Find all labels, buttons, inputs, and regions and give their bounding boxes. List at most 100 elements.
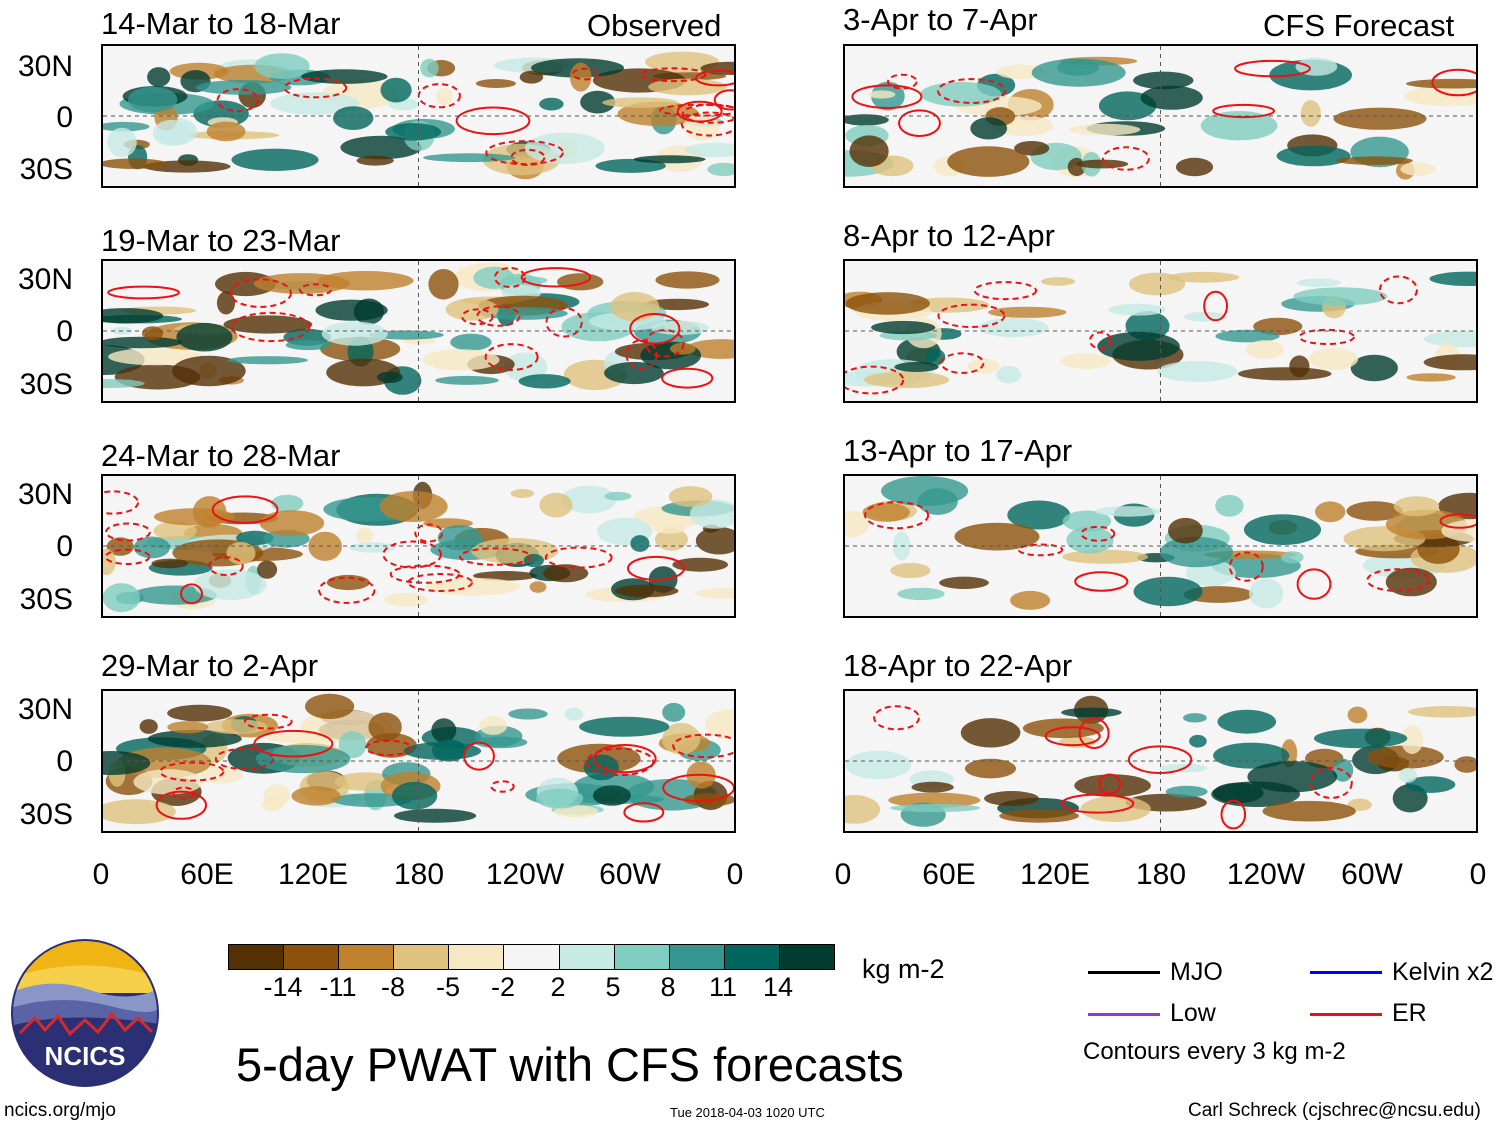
er-contour xyxy=(695,69,734,87)
er-contour xyxy=(1078,717,1110,749)
anomaly-patch xyxy=(1429,271,1476,286)
anomaly-patch xyxy=(1423,330,1476,348)
anomaly-patch xyxy=(920,81,1002,107)
anomaly-patch xyxy=(308,531,342,561)
er-contour xyxy=(1074,571,1129,592)
anomaly-patch xyxy=(193,569,267,600)
anomaly-patch xyxy=(139,719,158,734)
anomaly-patch xyxy=(523,553,544,568)
anomaly-patch xyxy=(403,742,482,760)
anomaly-patch xyxy=(435,87,453,106)
anomaly-patch xyxy=(480,307,568,320)
footer-url[interactable]: ncics.org/mjo xyxy=(4,1100,116,1121)
er-contour xyxy=(463,741,495,771)
anomaly-patch xyxy=(262,797,284,812)
anomaly-patch xyxy=(226,541,256,565)
anomaly-patch xyxy=(561,485,617,514)
anomaly-patch xyxy=(845,510,870,538)
lon-label: 60W xyxy=(599,858,661,891)
anomaly-patch xyxy=(270,92,360,115)
anomaly-patch xyxy=(871,320,936,335)
anomaly-patch xyxy=(519,70,544,84)
anomaly-patch xyxy=(1133,71,1194,90)
anomaly-patch xyxy=(151,558,188,569)
er-contour xyxy=(571,67,600,81)
lat-label-30n: 30N xyxy=(17,478,73,511)
anomaly-patch xyxy=(1405,776,1456,793)
map-panel-7 xyxy=(843,474,1478,618)
anomaly-patch xyxy=(1133,576,1203,607)
panel-title-3: 24-Mar to 28-Mar xyxy=(101,438,341,473)
anomaly-patch xyxy=(227,356,308,365)
anomaly-patch xyxy=(257,560,278,579)
anomaly-patch xyxy=(1393,496,1440,517)
anomaly-patch xyxy=(947,146,1030,177)
anomaly-patch xyxy=(845,292,930,315)
anomaly-patch xyxy=(205,719,268,735)
anomaly-patch xyxy=(1333,107,1427,130)
anomaly-patch xyxy=(1167,271,1240,283)
anomaly-patch xyxy=(996,366,1022,384)
panel-title-7: 13-Apr to 17-Apr xyxy=(843,433,1073,468)
colorbar-tick-label: 5 xyxy=(605,972,621,1002)
anomaly-patch xyxy=(1010,590,1051,610)
er-contour xyxy=(662,773,734,803)
anomaly-patch xyxy=(1200,111,1278,141)
lat-label-eq: 0 xyxy=(56,530,73,563)
anomaly-patch xyxy=(970,117,1008,140)
er-contour xyxy=(244,713,293,730)
er-contour xyxy=(214,747,275,771)
anomaly-patch xyxy=(845,114,889,126)
anomaly-patch xyxy=(147,729,242,748)
er-contour xyxy=(1220,799,1247,830)
anomaly-patch xyxy=(167,721,209,734)
anomaly-patch xyxy=(554,805,599,818)
anomaly-patch xyxy=(259,510,325,536)
anomaly-patch xyxy=(321,321,388,346)
anomaly-patch xyxy=(867,90,896,99)
anomaly-patch xyxy=(683,113,720,141)
anomaly-patch xyxy=(133,536,170,559)
anomaly-patch xyxy=(1041,277,1076,286)
panel-title-6: 8-Apr to 12-Apr xyxy=(843,218,1055,253)
er-contour xyxy=(458,547,532,566)
er-contour xyxy=(639,67,707,83)
panel-title-8: 18-Apr to 22-Apr xyxy=(843,648,1073,683)
anomaly-patch xyxy=(1213,742,1290,769)
map-panel-6 xyxy=(843,259,1478,403)
anomaly-patch xyxy=(1406,78,1476,89)
anomaly-patch xyxy=(254,53,310,79)
anomaly-patch xyxy=(195,80,292,95)
anomaly-patch xyxy=(1080,796,1151,822)
legend-line-mjo xyxy=(1088,971,1160,974)
anomaly-patch xyxy=(524,132,605,164)
anomaly-patch xyxy=(305,693,355,719)
anomaly-patch xyxy=(1350,354,1398,382)
observed-header: Observed xyxy=(587,8,722,43)
anomaly-patch xyxy=(529,581,547,593)
lat-label-30n: 30N xyxy=(17,693,73,726)
anomaly-patch xyxy=(1347,706,1368,724)
er-contour xyxy=(103,490,139,515)
colorbar-tick-label: -8 xyxy=(380,972,406,1002)
er-contour xyxy=(676,100,723,123)
lat-label-30s: 30S xyxy=(19,583,73,616)
anomaly-patch xyxy=(518,374,571,389)
anomaly-patch xyxy=(326,574,370,591)
er-contour xyxy=(216,88,260,113)
anomaly-patch xyxy=(1407,706,1476,718)
er-contour xyxy=(461,308,494,326)
legend-line-er xyxy=(1310,1013,1382,1016)
anomaly-patch xyxy=(630,535,650,552)
anomaly-patch xyxy=(103,336,182,349)
anomaly-patch xyxy=(593,785,631,806)
anomaly-patch xyxy=(338,731,367,759)
anomaly-patch xyxy=(153,521,197,541)
anomaly-patch xyxy=(862,502,910,522)
anomaly-patch xyxy=(103,751,151,775)
anomaly-patch xyxy=(1300,100,1321,127)
anomaly-patch xyxy=(1060,353,1112,369)
er-contour xyxy=(1044,726,1101,747)
er-contour xyxy=(1098,773,1122,795)
colorbar-units: kg m-2 xyxy=(862,954,945,984)
